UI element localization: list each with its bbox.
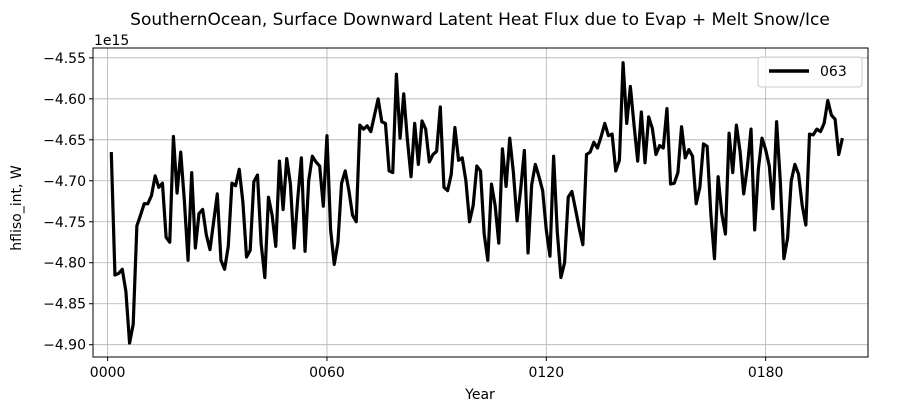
x-tick-label: 0120 [528,365,564,381]
y-tick-label: −4.55 [43,51,86,67]
y-tick-label: −4.65 [43,133,86,149]
y-offset-label: 1e15 [94,33,129,49]
y-tick-label: −4.90 [43,338,86,354]
legend-frame [757,56,863,88]
axis-ticks: 0000 0060 0120 0180 −4.90 −4.85 −4.80 −4.75 −4.7… [43,51,783,381]
chart-title: SouthernOcean, Surface Downward Latent H… [130,10,830,30]
series-line-063 [109,61,844,345]
legend: 063 [757,56,863,88]
y-tick-label: −4.70 [43,174,86,190]
x-axis-label: Year [464,387,495,403]
y-tick-label: −4.85 [43,297,86,313]
y-tick-label: −4.80 [43,256,86,272]
gridlines [93,48,868,357]
x-tick-label: 0000 [90,365,126,381]
x-tick-label: 0180 [748,365,784,381]
y-axis-label: hfliso_int, W [9,165,25,251]
y-tick-label: −4.75 [43,215,86,231]
x-tick-label: 0060 [309,365,345,381]
series-layer [109,61,844,345]
legend-label-063: 063 [820,64,847,80]
y-tick-label: −4.60 [43,92,86,108]
plot-frame [92,47,869,358]
